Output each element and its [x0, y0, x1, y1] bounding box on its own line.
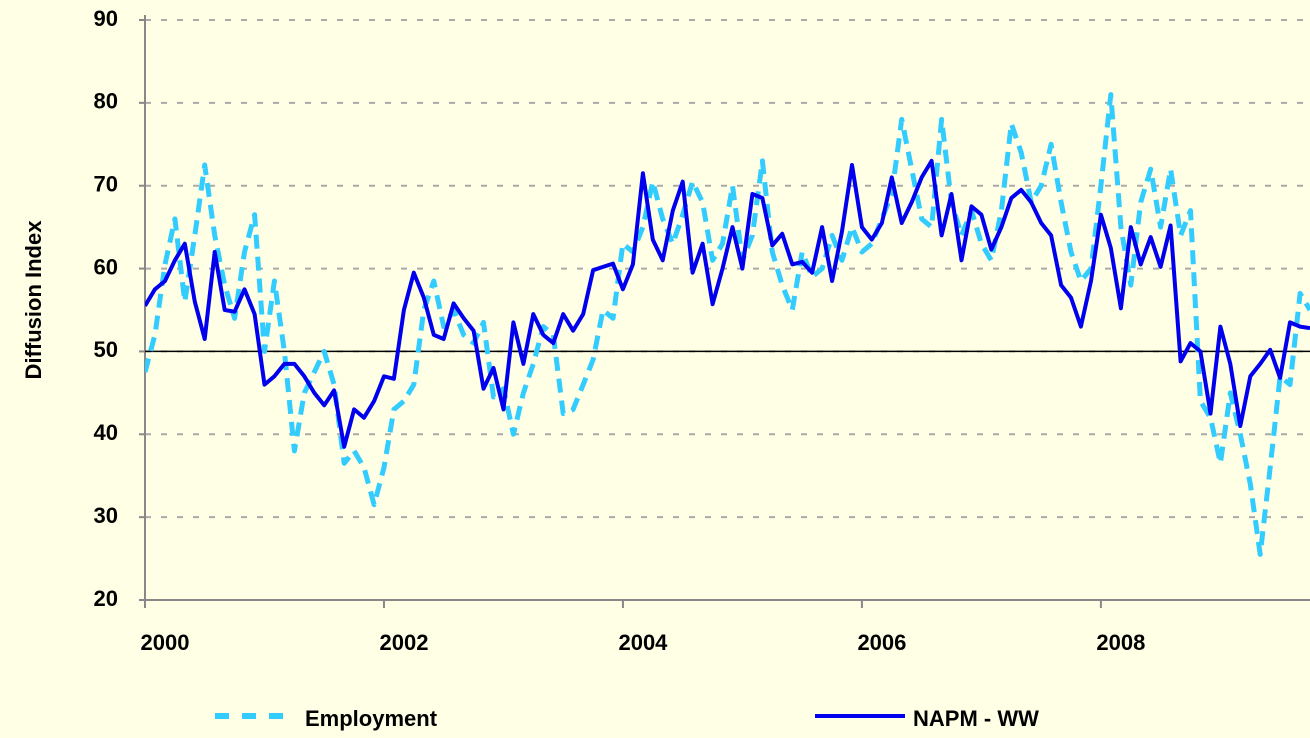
x-tick-label: 2002 — [379, 630, 428, 655]
y-tick-label: 30 — [94, 503, 118, 528]
y-axis-title: Diffusion Index — [21, 220, 46, 380]
y-tick-label: 70 — [94, 172, 118, 197]
y-tick-label: 20 — [94, 586, 118, 611]
y-tick-label: 80 — [94, 89, 118, 114]
x-tick-label: 2004 — [618, 630, 668, 655]
series-line — [145, 158, 1310, 449]
x-tick-label: 2006 — [857, 630, 906, 655]
x-tick-label: 2008 — [1096, 630, 1145, 655]
y-tick-label: 40 — [94, 420, 118, 445]
x-tick-label: 2000 — [141, 630, 190, 655]
y-tick-label: 90 — [94, 6, 118, 31]
y-tick-label: 50 — [94, 337, 118, 362]
legend-label: Employment — [305, 706, 438, 731]
y-tick-label: 60 — [94, 254, 118, 279]
legend-label: NAPM - WW — [913, 706, 1039, 731]
